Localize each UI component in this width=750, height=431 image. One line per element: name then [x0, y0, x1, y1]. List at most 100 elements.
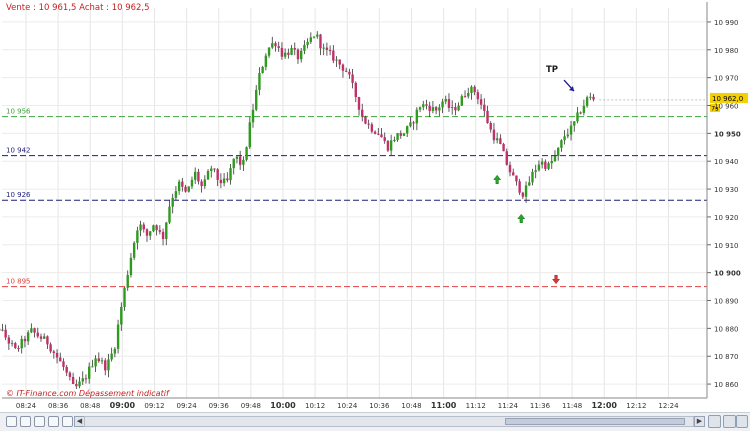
candle-body	[98, 358, 100, 361]
candle-body	[483, 105, 485, 111]
tp-annotation: TP	[546, 65, 558, 75]
candle-body	[419, 107, 421, 109]
candle-body	[367, 124, 369, 125]
candle-body	[268, 48, 270, 56]
y-tick-label: 10 910	[714, 242, 739, 250]
x-tick-label: 11:00	[431, 401, 457, 410]
candle-body	[515, 176, 517, 182]
candle-body	[239, 157, 241, 165]
candle-body	[146, 229, 148, 235]
candle-body	[506, 151, 508, 165]
x-tick-label: 11:12	[466, 402, 486, 410]
candle-body	[412, 122, 414, 123]
settings-icon[interactable]	[62, 416, 73, 427]
x-tick-label: 11:48	[562, 402, 582, 410]
candle-body	[547, 163, 549, 169]
overlay-text: Dépassement indicatif	[79, 389, 169, 398]
candle-body	[522, 193, 524, 197]
x-tick-label: 10:24	[337, 402, 358, 410]
x-tick-label: 09:24	[177, 402, 198, 410]
candle-body	[11, 343, 13, 344]
candle-body	[428, 106, 430, 111]
candle-body	[56, 353, 58, 357]
y-tick-label: 10 990	[714, 19, 739, 27]
candle-body	[464, 96, 466, 97]
select-tool-icon[interactable]	[6, 416, 17, 427]
x-tick-label: 11:36	[530, 402, 551, 410]
time-scrollbar[interactable]	[84, 416, 694, 427]
candle-body	[364, 117, 366, 124]
candle-body	[207, 171, 209, 180]
x-tick-label: 08:24	[16, 402, 37, 410]
candle-body	[589, 97, 591, 98]
candle-body	[329, 50, 331, 51]
fullscreen-icon[interactable]	[736, 415, 748, 428]
candle-body	[422, 104, 424, 107]
zoom-out-icon[interactable]	[723, 415, 736, 428]
y-tick-label: 10 970	[714, 75, 739, 83]
candle-body	[120, 307, 122, 325]
candle-body	[82, 378, 84, 381]
x-tick-label: 08:36	[48, 402, 69, 410]
candle-body	[467, 93, 469, 96]
candle-body	[297, 50, 299, 60]
x-tick-label: 12:24	[658, 402, 679, 410]
candle-body	[351, 74, 353, 82]
candle-body	[107, 359, 109, 370]
candle-body	[502, 144, 504, 151]
candle-body	[123, 288, 125, 307]
candle-body	[290, 48, 292, 55]
candle-body	[486, 111, 488, 123]
zoom-in-icon[interactable]	[708, 415, 721, 428]
candle-body	[592, 97, 594, 100]
x-tick-label: 08:48	[80, 402, 100, 410]
candle-body	[567, 135, 569, 137]
candle-body	[525, 185, 527, 196]
scroll-right-icon[interactable]: ▶	[694, 416, 705, 427]
candle-body	[46, 336, 48, 344]
candle-body	[435, 107, 437, 110]
grid	[2, 8, 707, 398]
candle-body	[265, 56, 267, 67]
candle-body	[400, 133, 402, 136]
scrollbar-thumb[interactable]	[505, 418, 685, 425]
candle-body	[287, 53, 289, 55]
candle-body	[191, 180, 193, 187]
candle-body	[223, 178, 225, 183]
candle-body	[480, 99, 482, 105]
candle-body	[294, 48, 296, 50]
candle-body	[233, 159, 235, 168]
chart-toolbar: ◀ ▶	[0, 412, 750, 431]
candle-body	[101, 360, 103, 361]
candle-body	[261, 67, 263, 73]
candle-body	[374, 132, 376, 134]
candle-body	[477, 92, 479, 99]
candle-body	[416, 110, 418, 124]
candle-body	[274, 43, 276, 46]
save-icon[interactable]	[48, 416, 59, 427]
candle-body	[554, 156, 556, 161]
candle-body	[396, 133, 398, 140]
candle-body	[271, 43, 273, 47]
candle-body	[53, 351, 55, 353]
candle-body	[278, 46, 280, 48]
candle-body	[342, 65, 344, 71]
candle-body	[4, 330, 6, 338]
level-label: 10 895	[6, 278, 31, 286]
candle-body	[445, 99, 447, 102]
candle-body	[573, 121, 575, 125]
crosshair-tool-icon[interactable]	[20, 416, 31, 427]
candle-body	[59, 358, 61, 362]
candle-body	[252, 110, 254, 123]
candle-body	[184, 187, 186, 192]
candle-body	[181, 182, 183, 187]
candle-body	[441, 102, 443, 108]
candle-body	[114, 349, 116, 354]
candle-body	[390, 140, 392, 150]
candle-body	[528, 182, 530, 185]
candle-body	[255, 90, 257, 110]
candle-body	[310, 37, 312, 42]
candle-body	[493, 130, 495, 141]
draw-tool-icon[interactable]	[34, 416, 45, 427]
candle-body	[406, 126, 408, 133]
